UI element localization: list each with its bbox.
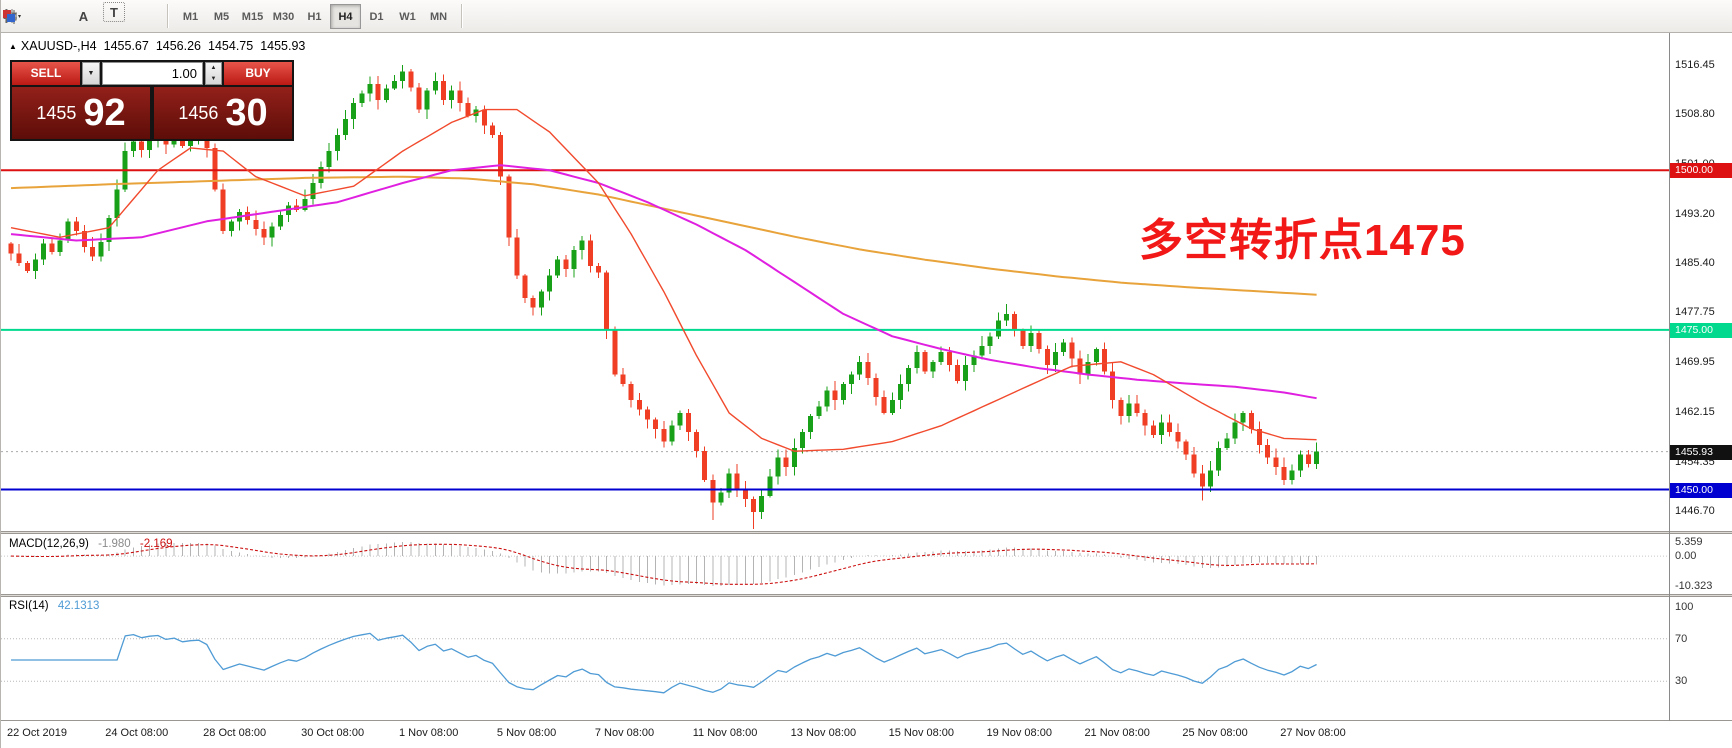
chart-annotation: 多空转折点1475 — [1139, 216, 1466, 265]
buy-price-display[interactable]: 1456 30 — [154, 87, 292, 139]
timeframe-button-mn[interactable]: MN — [429, 10, 448, 23]
timeframe-button-m5[interactable]: M5 — [213, 10, 230, 23]
rsi-label-row: RSI(14) 42.1313 — [9, 600, 105, 612]
date-tick-label: 13 Nov 08:00 — [790, 727, 857, 739]
date-tick-label: 19 Nov 08:00 — [986, 727, 1052, 739]
macd-axis-label: 0.00 — [1675, 550, 1697, 563]
date-tick-label: 25 Nov 08:00 — [1182, 727, 1248, 739]
sell-button[interactable]: SELL — [12, 62, 80, 85]
buy-price-main: 1456 — [178, 102, 219, 123]
date-tick-label: 28 Oct 08:00 — [203, 727, 267, 739]
chevron-down-icon: ▼ — [87, 70, 95, 77]
date-tick-label: 22 Oct 2019 — [7, 727, 67, 739]
price-axis-line — [1669, 33, 1670, 721]
macd-axis-label: -10.323 — [1675, 580, 1713, 592]
sell-price-display[interactable]: 1455 92 — [12, 87, 150, 139]
ohlc-open: 1455.67 — [103, 39, 149, 53]
sell-price-main: 1455 — [36, 102, 77, 123]
date-tick-label: 24 Oct 08:00 — [105, 727, 169, 739]
price-tick-label: 1446.70 — [1675, 504, 1715, 517]
grid-icon[interactable] — [3, 2, 67, 30]
date-tick-label: 1 Nov 08:00 — [399, 727, 459, 739]
panel-divider — [1, 720, 1732, 721]
macd-axis-label: 5.359 — [1675, 536, 1703, 548]
date-tick-label: 5 Nov 08:00 — [496, 727, 557, 739]
macd-label-row: MACD(12,26,9) -1.980 -2.169 — [9, 538, 179, 550]
one-click-trade-panel: SELL ▼ 1.00 ▲ ▼ BUY 1455 92 1456 30 — [10, 60, 294, 141]
main-chart[interactable] — [1, 33, 1669, 531]
rsi-line — [11, 632, 1317, 694]
stepper-up-icon[interactable]: ▲ — [210, 65, 217, 71]
rsi-axis-label: 30 — [1675, 675, 1688, 688]
toolbar-separator — [167, 4, 168, 28]
ma-fast-line — [10, 108, 1317, 452]
macd-label: MACD(12,26,9) — [9, 538, 89, 550]
ma-slow-line — [10, 175, 1317, 296]
price-tick-label: 1462.15 — [1675, 405, 1715, 418]
date-tick-label: 7 Nov 08:00 — [594, 727, 655, 739]
rsi-value: 42.1313 — [57, 600, 100, 612]
timeframe-button-w1[interactable]: W1 — [399, 10, 416, 23]
price-tick-label: 1508.80 — [1675, 108, 1715, 121]
order-type-dropdown[interactable]: ▼ — [82, 62, 100, 85]
ohlc-close: 1455.93 — [260, 39, 306, 53]
rsi-label: RSI(14) — [9, 600, 49, 612]
panel-divider[interactable] — [1, 594, 1732, 597]
chart-ohlc-header: ▲ XAUUSD-,H4 1455.67 1456.26 1454.75 1455.93 — [9, 39, 312, 53]
buy-button[interactable]: BUY — [224, 62, 292, 85]
price-tick-label: 1485.40 — [1675, 257, 1715, 270]
date-tick-label: 27 Nov 08:00 — [1280, 727, 1346, 739]
date-tick-label: 15 Nov 08:00 — [888, 727, 955, 739]
ohlc-low: 1454.75 — [208, 39, 254, 53]
stepper-down-icon[interactable]: ▼ — [210, 75, 217, 82]
timeframe-button-m1[interactable]: M1 — [182, 10, 199, 23]
macd-value-signal: -2.169 — [139, 538, 173, 550]
rsi-axis-label: 100 — [1675, 601, 1694, 613]
buy-price-pips: 30 — [225, 92, 268, 134]
timeframe-button-d1[interactable]: D1 — [369, 10, 384, 23]
price-tick-label: 1493.20 — [1675, 207, 1715, 220]
font-icon[interactable]: A — [78, 8, 89, 24]
ohlc-high: 1456.26 — [155, 39, 202, 53]
text-label-icon[interactable]: T — [103, 2, 125, 22]
date-tick-label: 21 Nov 08:00 — [1084, 727, 1150, 739]
price-badge: 1455.93 — [1670, 444, 1732, 460]
rsi-panel[interactable] — [1, 597, 1669, 720]
sell-price-pips: 92 — [83, 92, 126, 134]
price-badge: 1475.00 — [1670, 322, 1732, 338]
palette-icon[interactable] — [3, 2, 159, 30]
panel-divider[interactable] — [1, 531, 1732, 534]
rsi-axis-label: 70 — [1675, 632, 1688, 645]
ma-mid-line — [10, 164, 1317, 400]
date-tick-label: 30 Oct 08:00 — [301, 727, 365, 739]
macd-histogram — [18, 542, 1318, 586]
timeframe-toolbar: M1 M5 M15 M30 H1 H4 D1 W1 MN — [175, 3, 454, 29]
symbol-marker-icon: ▲ — [9, 42, 17, 51]
price-tick-label: 1516.45 — [1675, 59, 1715, 72]
toolbar-separator — [461, 4, 462, 28]
date-tick-label: 11 Nov 08:00 — [692, 727, 758, 739]
macd-value-main: -1.980 — [98, 538, 131, 550]
timeframe-button-h4[interactable]: H4 — [330, 3, 361, 29]
timeframe-button-m15[interactable]: M15 — [241, 10, 264, 23]
price-tick-label: 1477.75 — [1675, 306, 1715, 319]
price-tick-label: 1469.95 — [1675, 356, 1715, 369]
macd-panel[interactable] — [1, 534, 1669, 594]
price-badge: 1450.00 — [1670, 482, 1732, 498]
symbol-label: XAUUSD-,H4 — [20, 39, 97, 53]
volume-stepper[interactable]: ▲ ▼ — [205, 62, 222, 85]
macd-signal-line — [10, 543, 1317, 585]
volume-input[interactable]: 1.00 — [102, 62, 203, 85]
timeframe-button-m30[interactable]: M30 — [272, 10, 295, 23]
timeframe-button-h1[interactable]: H1 — [307, 10, 322, 23]
price-badge: 1500.00 — [1670, 163, 1732, 179]
